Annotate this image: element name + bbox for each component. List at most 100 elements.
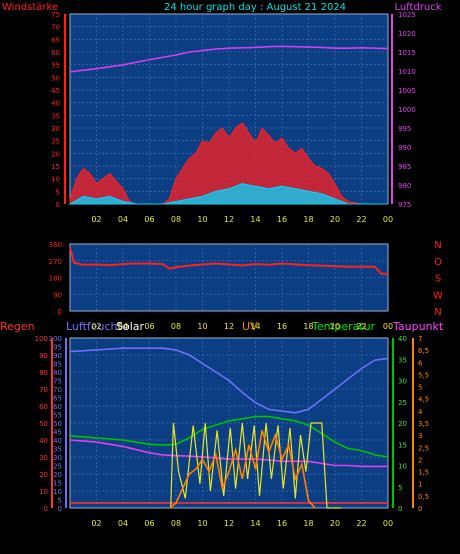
wind-y-tick-label: 40: [51, 100, 60, 108]
wind-direction-x-tick-label: 02: [91, 322, 101, 331]
dewpoint-y-tick-label: 1: [418, 481, 422, 489]
direction-y-tick-label: 270: [49, 258, 62, 266]
rain-y-tick-label: 40: [39, 437, 48, 445]
wind-direction-x-tick-label: 16: [277, 322, 287, 331]
temperature-y-tick-label: 25: [398, 399, 407, 407]
rain-y-tick-label: 50: [39, 420, 48, 428]
humidity-y-tick-label: 65: [53, 395, 62, 403]
humidity-y-tick-label: 35: [53, 446, 62, 454]
pressure-y-tick-label: 980: [398, 182, 411, 190]
humidity-y-tick-label: 40: [53, 437, 62, 445]
temperature-y-tick-label: 10: [398, 463, 407, 471]
dewpoint-y-tick-label: 4,5: [418, 396, 429, 404]
wind-y-tick-label: 45: [51, 87, 60, 95]
climate-x-tick-label: 12: [224, 519, 234, 528]
climate-x-tick-label: 06: [144, 519, 154, 528]
dewpoint-y-tick-label: 4: [418, 408, 423, 416]
pressure-y-tick-label: 1015: [398, 49, 416, 57]
direction-y-tick-label: 90: [53, 291, 62, 299]
compass-label: N: [434, 240, 441, 251]
direction-y-tick-label: 180: [49, 275, 62, 283]
wind-y-tick-label: 35: [51, 112, 60, 120]
wind-pressure-x-tick-label: 22: [356, 215, 366, 224]
rain-y-tick-label: 90: [39, 352, 48, 360]
humidity-y-tick-label: 5: [58, 497, 62, 505]
pressure-axis-label: Luftdruck: [394, 2, 441, 13]
wind-direction-x-tick-label: 12: [224, 322, 234, 331]
wind-direction-line: [69, 247, 388, 275]
humidity-y-tick-label: 15: [53, 480, 62, 488]
dewpoint-y-tick-label: 5,5: [418, 371, 429, 379]
wind-pressure-x-tick-label: 14: [250, 215, 260, 224]
climate-x-tick-label: 18: [303, 519, 313, 528]
wind-pressure-x-tick-label: 04: [118, 215, 128, 224]
dewpoint-y-tick-label: 0: [418, 505, 422, 513]
wind-y-tick-label: 65: [51, 36, 60, 44]
wind-direction-x-tick-label: 10: [197, 322, 207, 331]
humidity-y-tick-label: 10: [53, 488, 62, 496]
chart-title: 24 hour graph day : August 21 2024: [164, 2, 346, 13]
climate-x-tick-label: 08: [171, 519, 181, 528]
wind-pressure-x-tick-label: 10: [197, 215, 207, 224]
wind-y-tick-label: 55: [51, 62, 60, 70]
wind-y-tick-label: 70: [51, 24, 60, 32]
wind-y-tick-label: 0: [56, 201, 60, 209]
rain-y-tick-label: 0: [44, 505, 48, 513]
compass-label: O: [434, 257, 442, 268]
wind-pressure-x-tick-label: 16: [277, 215, 287, 224]
temperature-y-tick-label: 0: [398, 505, 402, 513]
wind-gust-area: [69, 122, 388, 205]
wind-pressure-x-tick-label: 08: [171, 215, 181, 224]
wind-direction-x-tick-label: 22: [356, 322, 366, 331]
humidity-y-tick-label: 50: [53, 420, 62, 428]
humidity-y-tick-label: 70: [53, 386, 62, 394]
compass-label: N: [434, 307, 441, 318]
wind-direction-x-tick-label: 08: [171, 322, 181, 331]
dewpoint-y-tick-label: 5: [418, 384, 422, 392]
dewpoint-y-tick-label: 6,5: [418, 347, 429, 355]
uv-line: [168, 430, 316, 509]
wind-pressure-x-tick-label: 00: [383, 215, 393, 224]
humidity-y-tick-label: 45: [53, 429, 62, 437]
wind-y-tick-label: 30: [51, 125, 60, 133]
compass-label: S: [435, 274, 441, 285]
rain-y-tick-label: 100: [35, 335, 48, 343]
temperature-y-tick-label: 5: [398, 484, 402, 492]
temperatur-line: [69, 415, 389, 458]
temperature-y-tick-label: 30: [398, 378, 407, 386]
rain-axis-label: Regen: [0, 320, 35, 333]
solar-axis-label: Solar: [116, 320, 145, 333]
compass-label: W: [433, 290, 443, 301]
dewpoint-y-tick-label: 3: [418, 432, 422, 440]
humidity-y-tick-label: 75: [53, 378, 62, 386]
uv-axis-label: UV: [242, 320, 258, 333]
temperature-y-tick-label: 40: [398, 335, 407, 343]
dewpoint-y-tick-label: 0,5: [418, 493, 429, 501]
wind-direction-x-tick-label: 06: [144, 322, 154, 331]
dewpoint-y-tick-label: 7: [418, 335, 422, 343]
rain-y-tick-label: 30: [39, 454, 48, 462]
wind-y-tick-label: 20: [51, 150, 60, 158]
temperature-y-tick-label: 15: [398, 441, 407, 449]
climate-x-tick-label: 00: [383, 519, 393, 528]
humidity-axis-label: Luftfeuchte: [66, 320, 129, 333]
wind-pressure-x-tick-label: 18: [303, 215, 313, 224]
dewpoint-y-tick-label: 2: [418, 456, 422, 464]
wind-pressure-x-tick-label: 20: [330, 215, 340, 224]
climate-x-tick-label: 22: [356, 519, 366, 528]
taupunkt-line: [69, 439, 388, 468]
dewpoint-y-tick-label: 3,5: [418, 420, 429, 428]
dewpoint-y-tick-label: 2,5: [418, 444, 429, 452]
wind-y-tick-label: 75: [51, 11, 60, 19]
pressure-y-tick-label: 1000: [398, 106, 416, 114]
rain-y-tick-label: 70: [39, 386, 48, 394]
humidity-y-tick-label: 85: [53, 361, 62, 369]
wind-y-tick-label: 10: [51, 176, 60, 184]
humidity-y-tick-label: 60: [53, 403, 62, 411]
humidity-y-tick-label: 0: [58, 505, 62, 513]
pressure-y-tick-label: 990: [398, 144, 411, 152]
wind-pressure-x-tick-label: 12: [224, 215, 234, 224]
humidity-y-tick-label: 30: [53, 454, 62, 462]
humidity-y-tick-label: 20: [53, 471, 62, 479]
